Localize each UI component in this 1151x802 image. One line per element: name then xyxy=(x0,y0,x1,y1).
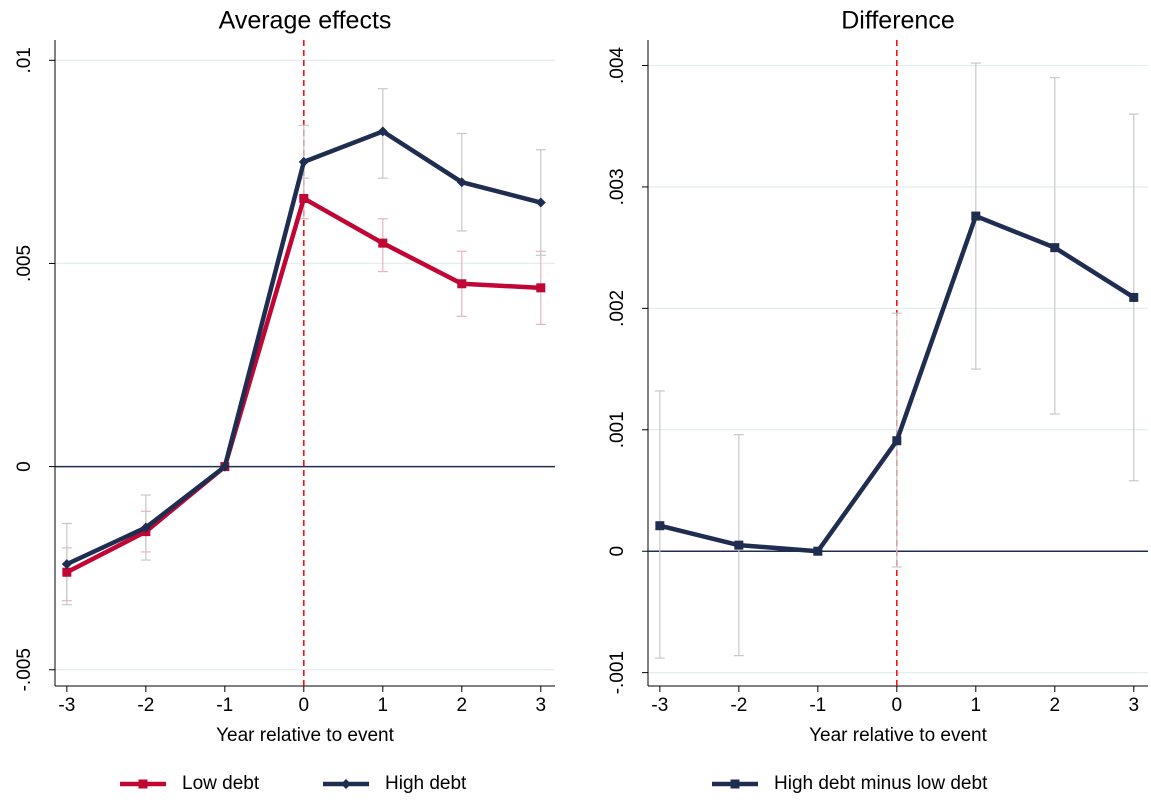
x-tick-label: 0 xyxy=(299,695,310,716)
x-tick-label: -1 xyxy=(216,695,233,716)
marker xyxy=(813,546,823,556)
panel: Average effects -.005 0 .005 .01 -3 -2 -1 0 1 2 3 Ye… xyxy=(14,7,555,794)
marker xyxy=(535,197,546,208)
x-tick-label: 2 xyxy=(457,695,468,716)
x-tick-label: 1 xyxy=(378,695,389,716)
marker xyxy=(1050,243,1060,253)
marker xyxy=(298,156,309,167)
y-tick-label: .01 xyxy=(14,47,35,73)
marker xyxy=(140,522,151,533)
marker xyxy=(62,567,72,577)
y-tick-label: -.001 xyxy=(607,651,628,694)
marker xyxy=(1129,292,1139,302)
y-tick-label: 0 xyxy=(607,546,628,557)
x-tick-label: 1 xyxy=(971,695,982,716)
legend-label: High debt minus low debt xyxy=(774,773,988,794)
x-tick-label: 3 xyxy=(535,695,546,716)
marker xyxy=(138,779,148,789)
marker xyxy=(457,279,467,289)
marker xyxy=(377,126,388,137)
marker xyxy=(734,540,744,550)
legend-label: Low debt xyxy=(182,773,260,794)
x-tick-label: -3 xyxy=(58,695,75,716)
marker xyxy=(61,559,72,570)
marker xyxy=(892,436,902,446)
marker xyxy=(730,779,740,789)
marker xyxy=(341,779,351,789)
marker xyxy=(971,211,981,221)
chart-title: Difference xyxy=(841,7,955,35)
legend-item: Low debt xyxy=(120,773,260,794)
y-tick-label: .004 xyxy=(607,47,628,84)
marker xyxy=(299,193,309,203)
chart-title: Average effects xyxy=(219,7,392,35)
y-tick-label: .003 xyxy=(607,168,628,205)
marker xyxy=(456,177,467,188)
marker xyxy=(655,521,665,531)
y-tick-label: -.005 xyxy=(14,648,35,691)
marker xyxy=(378,238,388,248)
x-tick-label: -2 xyxy=(730,695,747,716)
x-tick-label: -3 xyxy=(651,695,668,716)
x-tick-label: 0 xyxy=(892,695,903,716)
x-tick-label: -2 xyxy=(137,695,154,716)
x-tick-label: -1 xyxy=(809,695,826,716)
marker xyxy=(536,283,546,293)
y-tick-label: .002 xyxy=(607,290,628,327)
legend-item: High debt minus low debt xyxy=(712,773,988,794)
x-tick-label: 3 xyxy=(1128,695,1139,716)
panel: Difference -.001 0 .001 .002 .003 .004 -3 -2 -1 0 1… xyxy=(607,7,1148,794)
marker xyxy=(219,461,230,472)
x-axis-label: Year relative to event xyxy=(809,725,988,746)
legend-label: High debt xyxy=(385,773,467,794)
y-tick-label: .005 xyxy=(14,245,35,282)
y-tick-label: .001 xyxy=(607,411,628,448)
y-tick-label: 0 xyxy=(14,461,35,472)
x-tick-label: 2 xyxy=(1050,695,1061,716)
x-axis-label: Year relative to event xyxy=(216,725,395,746)
legend-item: High debt xyxy=(323,773,467,794)
